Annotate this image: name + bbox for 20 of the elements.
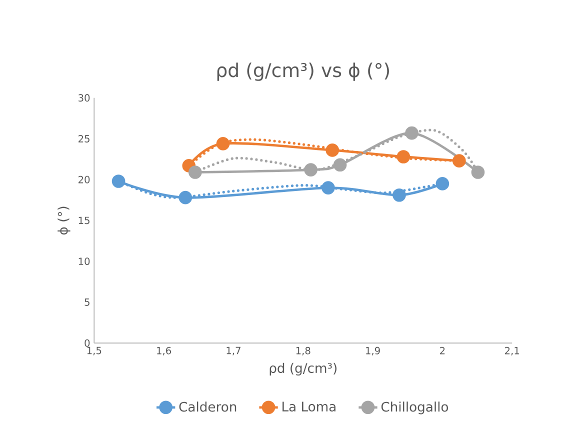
y-tick-label: 20 (78, 176, 90, 184)
legend-label: Calderon (179, 402, 236, 412)
y-tick-label: 25 (78, 134, 90, 142)
legend-label: La Loma (282, 402, 336, 412)
chart-title: ρd (g/cm³) vs ϕ (°) (217, 62, 389, 81)
y-tick-label: 30 (78, 94, 90, 102)
y-axis-title: ϕ (°) (58, 206, 70, 235)
x-tick-label: 1,9 (366, 346, 380, 356)
x-tick-label: 1,6 (157, 346, 172, 356)
y-tick-label: 15 (78, 216, 90, 224)
x-tick-label: 1,5 (87, 346, 102, 356)
x-tick-label: 1,7 (226, 346, 240, 356)
legend-label: Chillogallo (381, 402, 448, 414)
x-tick-label: 2,1 (505, 346, 520, 356)
y-tick-label: 5 (84, 298, 90, 306)
y-tick-label: 10 (78, 258, 90, 266)
y-tick-label: 0 (84, 339, 90, 347)
x-tick-label: 2 (440, 346, 445, 354)
x-tick-label: 1,8 (296, 346, 310, 356)
x-axis-title: ρd (g/cm³) (270, 362, 336, 376)
